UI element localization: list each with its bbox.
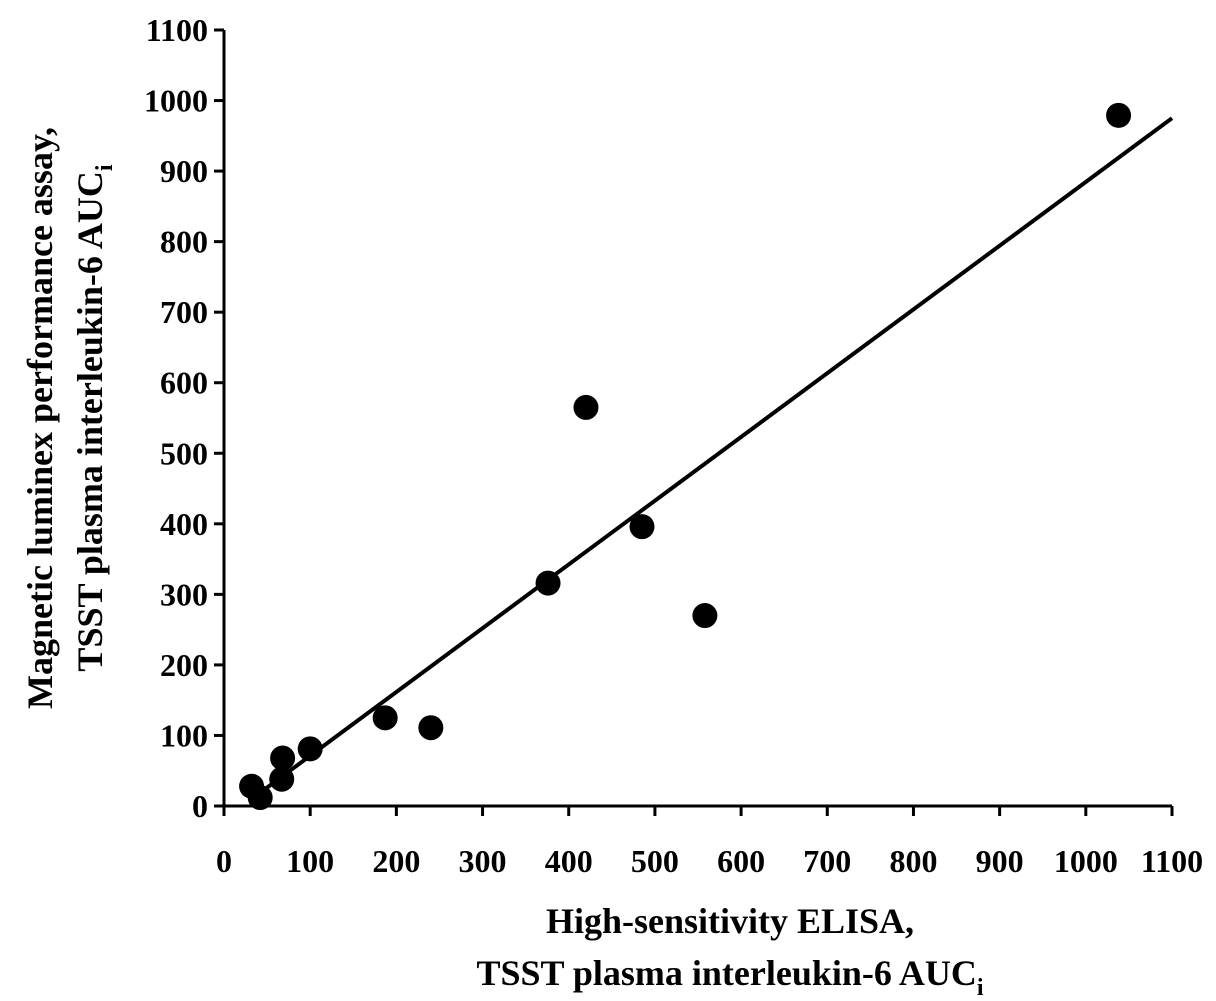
- y-tick-label: 100: [160, 717, 208, 753]
- x-tick-label: 600: [717, 843, 765, 879]
- x-axis-title-subscript: i: [977, 975, 984, 1001]
- y-ticks: 0 100 200 300 400 500 600 700 800 900 1000 1100: [144, 12, 224, 824]
- x-tick-label: 0: [216, 843, 232, 879]
- y-axis-title-main: TSST plasma interleukin-6 AUC: [70, 171, 110, 671]
- data-point: [297, 736, 323, 762]
- x-ticks: 0 100 200 300 400 500 600 700 800 900 1000 1100: [216, 806, 1203, 879]
- data-point: [247, 785, 273, 811]
- data-point: [629, 514, 655, 540]
- y-tick-label: 700: [160, 294, 208, 330]
- x-tick-label: 800: [889, 843, 937, 879]
- y-tick-label: 300: [160, 576, 208, 612]
- x-tick-label: 1000: [1054, 843, 1118, 879]
- data-point: [573, 394, 599, 420]
- x-tick-label: 700: [803, 843, 851, 879]
- data-point: [372, 705, 398, 731]
- y-axis-title-line1: Magnetic luminex performance assay,: [20, 127, 60, 709]
- y-axis-title-group: Magnetic luminex performance assay,: [20, 127, 60, 709]
- data-point: [418, 715, 444, 741]
- y-tick-label: 0: [192, 788, 208, 824]
- y-tick-label: 800: [160, 224, 208, 260]
- y-tick-label: 1100: [146, 12, 208, 48]
- y-axis-title-subscript: i: [92, 164, 118, 171]
- y-tick-label: 500: [160, 435, 208, 471]
- x-tick-label: 1100: [1141, 843, 1203, 879]
- data-point: [692, 603, 718, 629]
- y-tick-label: 1000: [144, 83, 208, 119]
- data-points: [239, 102, 1132, 811]
- axes: 0 100 200 300 400 500 600 700 800 900 1000 1100 0 10…: [144, 12, 1203, 879]
- x-tick-label: 200: [372, 843, 420, 879]
- y-tick-label: 600: [160, 365, 208, 401]
- y-axis-title-line2: TSST plasma interleukin-6 AUCi: [70, 164, 118, 671]
- x-tick-label: 300: [459, 843, 507, 879]
- x-axis-title-line2: TSST plasma interleukin-6 AUCi: [476, 953, 983, 1001]
- data-point: [269, 766, 295, 792]
- x-tick-label: 400: [545, 843, 593, 879]
- x-tick-label: 100: [286, 843, 334, 879]
- x-tick-label: 500: [631, 843, 679, 879]
- y-tick-label: 400: [160, 506, 208, 542]
- trendline: [248, 116, 1174, 802]
- y-tick-label: 900: [160, 153, 208, 189]
- y-tick-label: 200: [160, 647, 208, 683]
- x-tick-label: 900: [976, 843, 1024, 879]
- x-axis-title-line1: High-sensitivity ELISA,: [546, 901, 914, 941]
- data-point: [1106, 102, 1132, 128]
- y-axis-title-group-2: TSST plasma interleukin-6 AUCi: [70, 164, 118, 671]
- data-point: [535, 570, 561, 596]
- x-axis-title-main: TSST plasma interleukin-6 AUC: [476, 953, 976, 993]
- data-point: [270, 745, 296, 771]
